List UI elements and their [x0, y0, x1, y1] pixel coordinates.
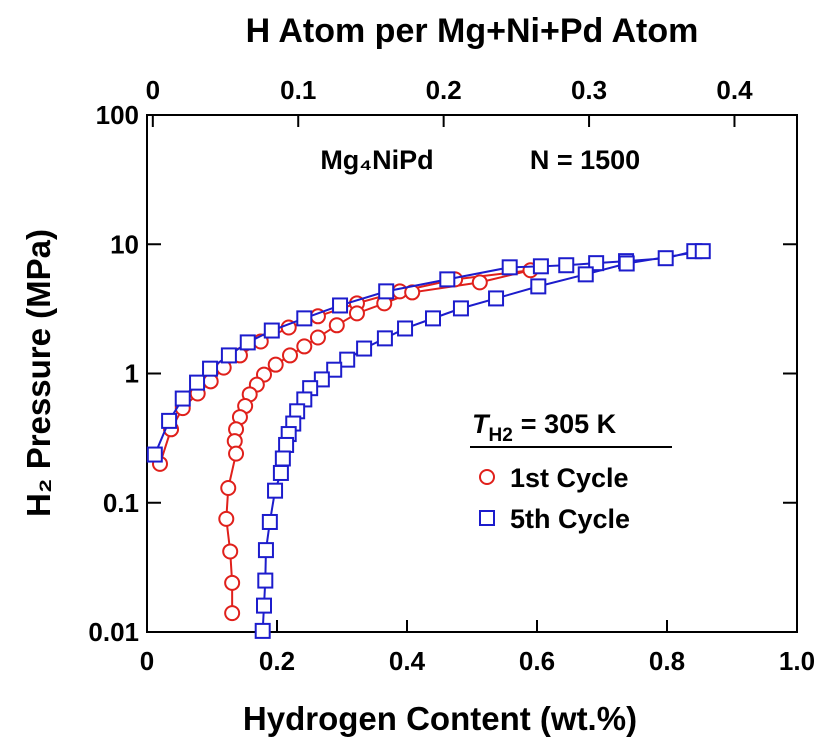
- marker: [328, 317, 345, 334]
- marker: [296, 338, 313, 355]
- x-tick-label: 0.2: [259, 646, 295, 676]
- legend-marker: [479, 510, 495, 526]
- marker: [267, 482, 284, 499]
- marker: [296, 310, 313, 327]
- marker: [263, 322, 280, 339]
- x-tick-label: 0.6: [519, 646, 555, 676]
- y-tick-label: 0.1: [103, 488, 139, 518]
- marker: [348, 305, 365, 322]
- marker: [378, 283, 395, 300]
- x-axis-title: Hydrogen Content (wt.%): [243, 700, 637, 737]
- legend-label: 1st Cycle: [510, 463, 629, 493]
- x2-tick-label: 0.1: [280, 75, 316, 105]
- marker: [218, 510, 235, 527]
- marker: [313, 371, 330, 388]
- marker: [220, 347, 237, 364]
- marker: [488, 290, 505, 307]
- marker: [174, 390, 191, 407]
- annotation: N = 1500: [530, 145, 640, 175]
- marker: [376, 330, 393, 347]
- marker: [228, 445, 245, 462]
- legend-label: 5th Cycle: [510, 504, 630, 534]
- legend-title-symbol: T: [472, 409, 491, 439]
- marker: [274, 450, 291, 467]
- marker: [267, 356, 284, 373]
- marker: [332, 297, 349, 314]
- marker: [694, 243, 711, 260]
- plot-frame: [146, 114, 798, 633]
- marker: [278, 436, 295, 453]
- series-line: [159, 269, 531, 614]
- marker: [326, 361, 343, 378]
- legend-marker: [479, 469, 495, 485]
- marker: [161, 412, 178, 429]
- x-tick-label: 1.0: [779, 646, 815, 676]
- marker: [224, 605, 241, 622]
- marker: [530, 278, 547, 295]
- marker: [257, 572, 274, 589]
- y-tick-label: 1: [125, 359, 139, 389]
- marker: [224, 574, 241, 591]
- y-tick-label: 0.01: [88, 617, 139, 647]
- x2-axis-title: H Atom per Mg+Ni+Pd Atom: [246, 12, 699, 50]
- marker: [425, 310, 441, 327]
- x2-tick-label: 0.3: [571, 75, 607, 105]
- marker: [202, 360, 219, 377]
- x-tick-label: 0: [140, 646, 154, 676]
- marker: [452, 300, 469, 317]
- x2-tick-label: 0.4: [716, 75, 753, 105]
- marker: [254, 622, 271, 639]
- marker: [282, 347, 298, 364]
- marker: [261, 513, 278, 530]
- marker: [657, 250, 674, 267]
- marker: [309, 329, 326, 346]
- marker: [339, 351, 356, 368]
- marker: [501, 259, 518, 276]
- annotation: Mg₄NiPd: [320, 145, 433, 175]
- x-tick-label: 0.4: [389, 646, 426, 676]
- marker: [256, 597, 272, 614]
- marker: [618, 255, 635, 272]
- legend-title-subscript: H2: [489, 425, 513, 446]
- y-tick-label: 10: [110, 229, 139, 259]
- marker: [146, 446, 163, 463]
- marker: [222, 543, 239, 560]
- x2-tick-label: 0.2: [426, 75, 462, 105]
- marker: [356, 340, 373, 357]
- marker: [471, 274, 488, 291]
- x2-tick-label: 0: [146, 75, 160, 105]
- x-tick-label: 0.8: [649, 646, 685, 676]
- legend-title-text: = 305 K: [521, 409, 617, 439]
- y-tick-label: 100: [96, 100, 139, 130]
- marker: [257, 542, 274, 559]
- marker: [577, 266, 594, 283]
- marker: [439, 271, 456, 288]
- y-axis-title: H₂ Pressure (MPa): [20, 229, 57, 517]
- marker: [220, 480, 237, 497]
- marker: [239, 334, 256, 351]
- marker: [397, 320, 414, 337]
- marker: [189, 374, 206, 391]
- marker: [272, 464, 289, 481]
- marker: [532, 258, 549, 275]
- marker: [558, 257, 575, 274]
- legend-title: TH2 = 305 K: [472, 409, 617, 446]
